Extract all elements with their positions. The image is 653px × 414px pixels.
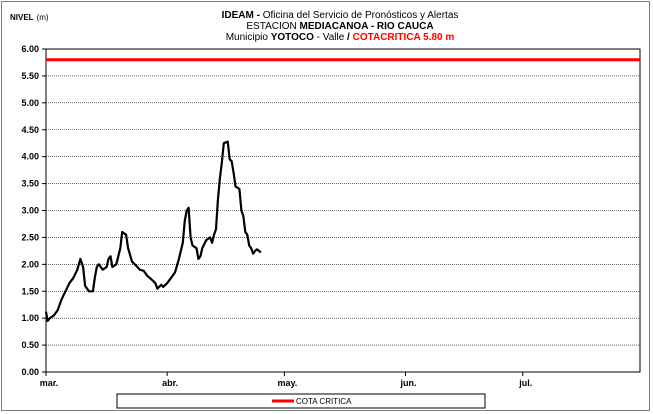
grid-layer	[42, 48, 640, 376]
y-tick-label: 1.00	[21, 313, 39, 323]
title-line-3-normal2: - Valle	[314, 32, 347, 43]
title-line-2-normal: ESTACION	[246, 21, 299, 32]
x-tick-labels: mar. abr. may. jun. jul.	[40, 378, 533, 388]
x-tick-label: jul.	[518, 378, 532, 388]
title-line-2: ESTACION MEDIACANOA - RIO CAUCA	[246, 21, 433, 32]
title-line-1: IDEAM - Oficina del Servicio de Pronósti…	[222, 10, 459, 21]
title-line-3-critical: COTACRITICA 5.80 m	[350, 32, 455, 43]
y-tick-label: 2.00	[21, 259, 39, 269]
title-line-1-bold: IDEAM -	[222, 10, 260, 21]
y-axis-title-bold: NIVEL	[10, 13, 34, 22]
y-tick-label: 4.50	[21, 125, 39, 135]
title-line-2-bold: MEDIACANOA - RIO CAUCA	[300, 21, 434, 32]
legend: COTA CRITICA	[116, 393, 486, 409]
y-tick-label: 0.50	[21, 340, 39, 350]
legend-label-critical: COTA CRITICA	[296, 397, 352, 406]
x-tick-label: may.	[277, 378, 297, 388]
y-tick-label: 0.00	[21, 367, 39, 377]
series-line-nivel	[44, 140, 262, 322]
y-tick-label: 6.00	[21, 44, 39, 54]
y-tick-label: 4.00	[21, 152, 39, 162]
legend-box	[116, 393, 486, 409]
y-axis-title: NIVEL (m)	[10, 13, 49, 22]
y-axis-title-unit: (m)	[37, 13, 49, 22]
title-line-3-bold: YOTOCO	[271, 32, 314, 43]
title-line-1-normal: Oficina del Servicio de Pronósticos y Al…	[260, 10, 458, 21]
x-tick-label: mar.	[40, 378, 59, 388]
series-layer	[44, 140, 262, 322]
title-line-3: Municipio YOTOCO - Valle / COTACRITICA 5…	[226, 32, 455, 43]
title-line-3-slash: /	[347, 32, 350, 43]
chart-header: NIVEL (m) IDEAM - Oficina del Servicio de…	[10, 10, 458, 43]
y-tick-label: 5.00	[21, 98, 39, 108]
title-line-3-normal: Municipio	[226, 32, 271, 43]
y-tick-label: 3.50	[21, 179, 39, 189]
y-tick-label: 2.50	[21, 232, 39, 242]
y-tick-label: 5.50	[21, 71, 39, 81]
y-tick-labels: 0.00 0.50 1.00 1.50 2.00 2.50 3.00 3.50 4.00 4.50…	[21, 44, 39, 377]
y-tick-label: 1.50	[21, 286, 39, 296]
x-tick-label: abr.	[162, 378, 178, 388]
y-tick-label: 3.00	[21, 206, 39, 216]
x-tick-label: jun.	[400, 378, 417, 388]
